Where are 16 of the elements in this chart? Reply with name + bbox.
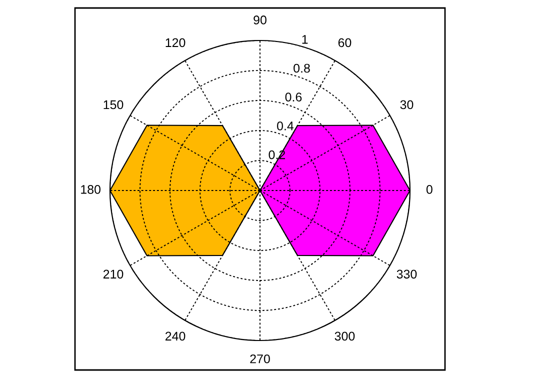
y-tick-label: 0.6	[285, 92, 302, 102]
spoke-label: 210	[103, 270, 124, 279]
y-tick-label: 1	[302, 35, 308, 44]
spoke-label: 120	[166, 38, 186, 48]
y-tick-label: 0.8	[294, 64, 310, 73]
spoke-label: 330	[396, 270, 417, 279]
spoke-label: 90	[254, 16, 266, 24]
spoke-label: 240	[165, 332, 186, 341]
spoke-label: 180	[81, 185, 100, 194]
spoke-label: 270	[250, 354, 270, 364]
spoke-label: 60	[338, 38, 352, 48]
y-tick-label: 0.4	[277, 122, 294, 130]
spoke-label: 30	[400, 100, 414, 110]
spoke-label: 0	[426, 185, 432, 194]
spoke-label: 300	[334, 332, 355, 341]
spoke-label: 150	[104, 100, 124, 110]
